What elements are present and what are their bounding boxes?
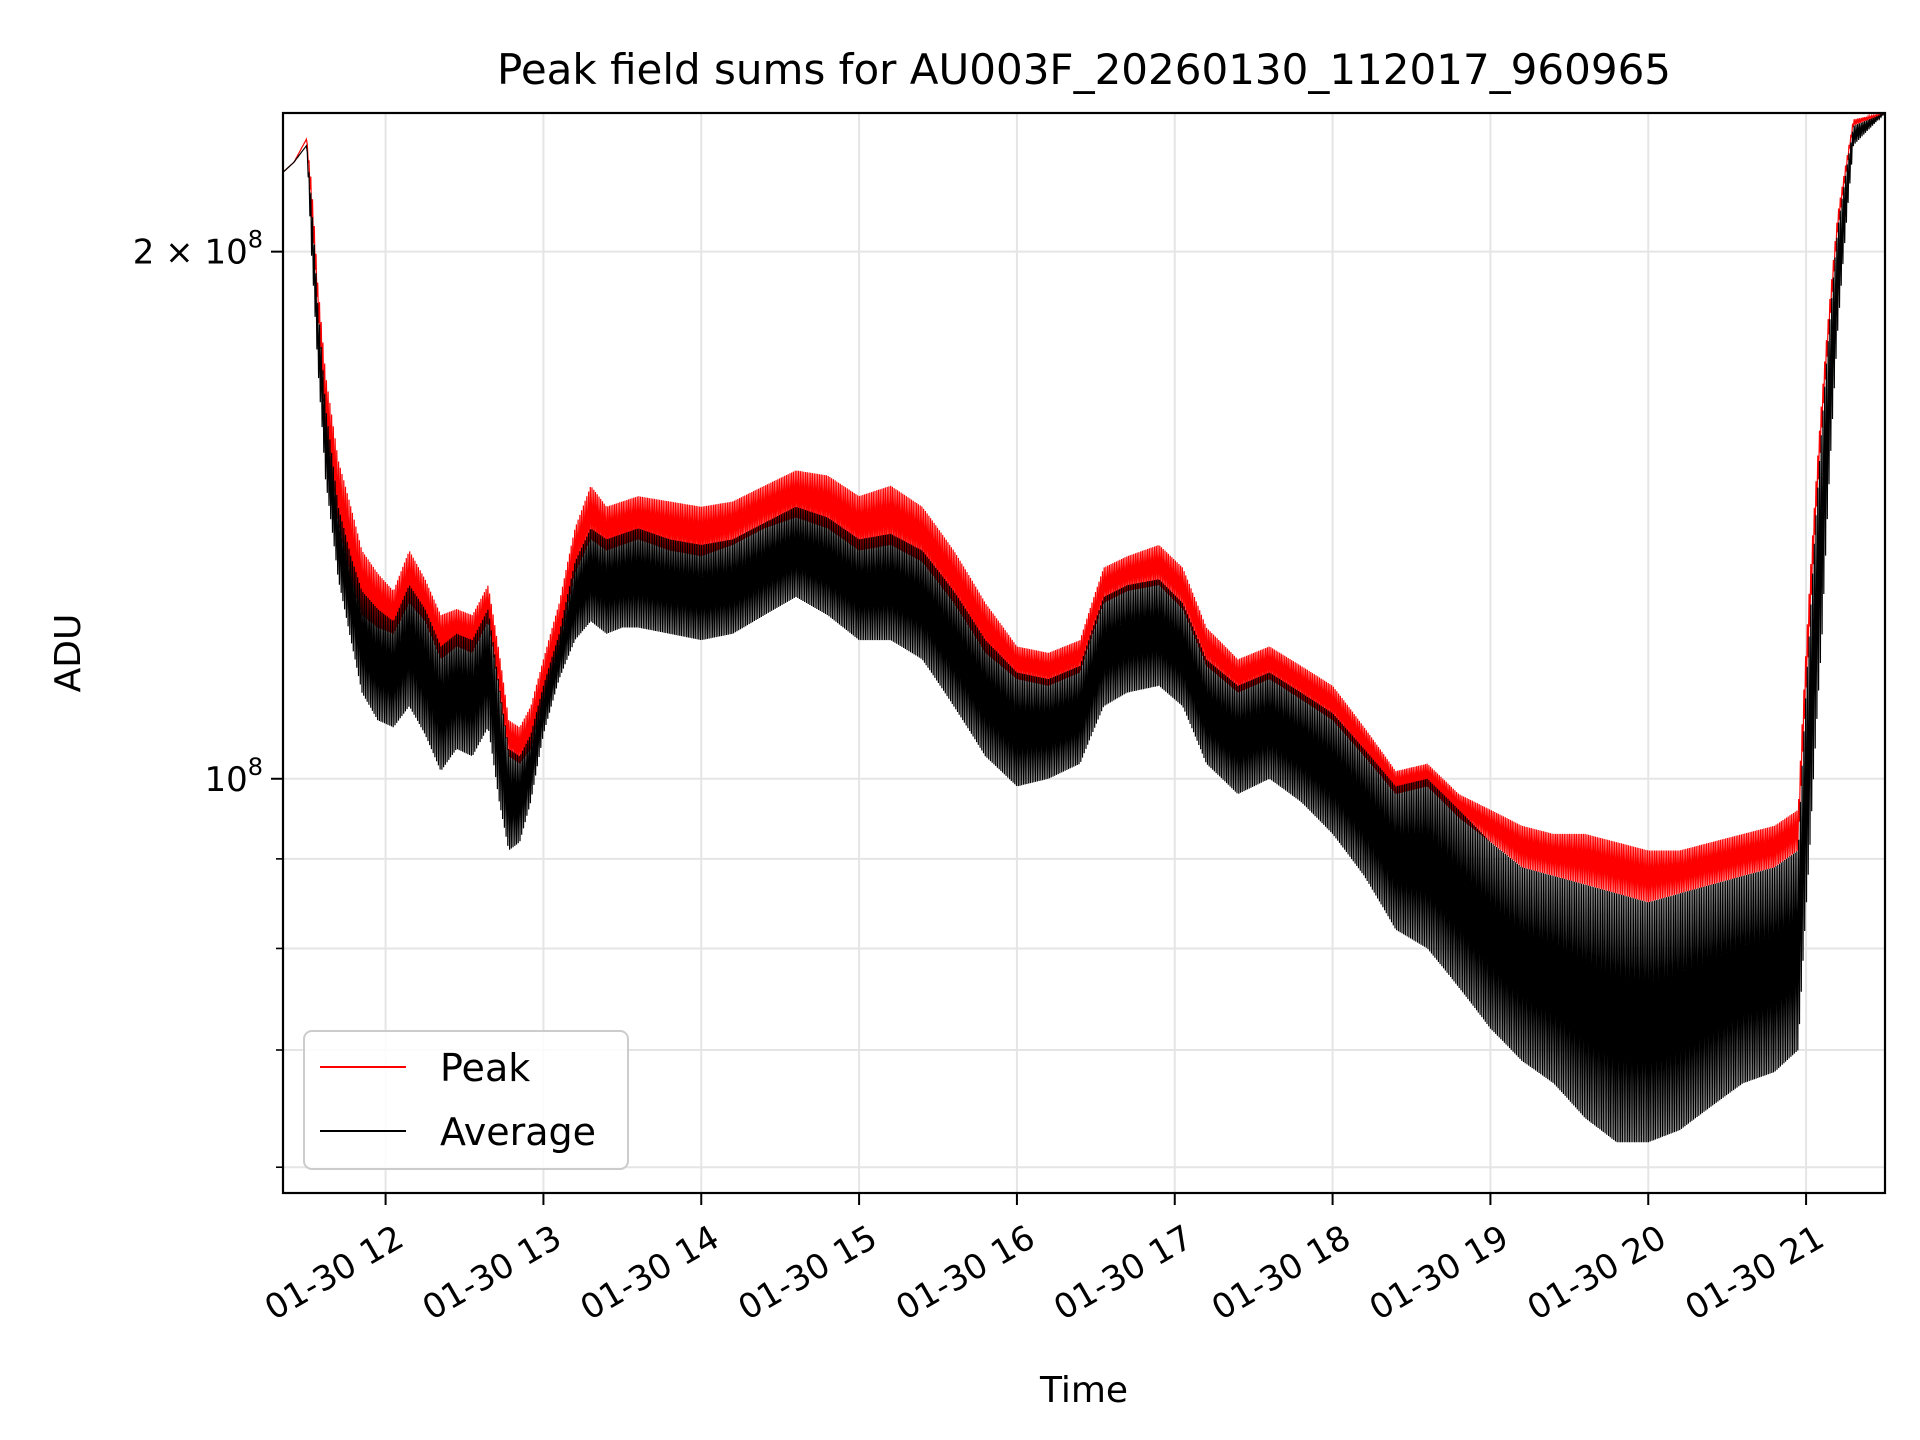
average-series-line — [283, 113, 1885, 1143]
y-tick-exponent: 8 — [248, 753, 263, 781]
legend-box — [303, 1030, 629, 1170]
y-tick-label: 2 × 108 — [133, 226, 263, 273]
peak-series-line — [283, 113, 1885, 903]
x-axis-title: Time — [1039, 1370, 1128, 1411]
y-tick-coef: 2 × — [133, 233, 205, 273]
legend-peak-label: Peak — [440, 1046, 530, 1090]
y-tick-base: 10 — [204, 760, 247, 800]
y-tick-label: 108 — [204, 753, 263, 800]
y-tick-base: 10 — [204, 233, 247, 273]
y-tick-exponent: 8 — [248, 226, 263, 254]
legend: Peak Average — [303, 1030, 629, 1170]
chart-title: Peak field sums for AU003F_20260130_1120… — [497, 45, 1671, 94]
series-layer — [283, 113, 1885, 1143]
plot-frame — [281, 111, 1887, 1195]
legend-average-label: Average — [440, 1110, 596, 1154]
y-axis-title: ADU — [48, 614, 89, 693]
